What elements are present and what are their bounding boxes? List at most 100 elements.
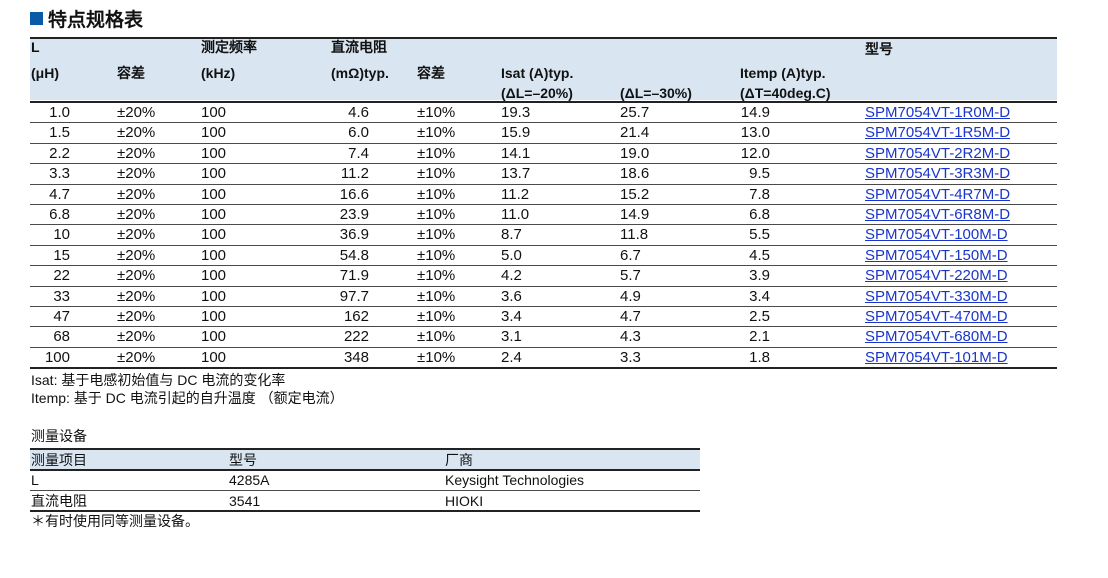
equipment-header-band [30,449,700,469]
equipment-model: 4285A [229,472,270,488]
cell-itemp: 14.9 [740,104,770,121]
cell-itemp: 9.5 [749,165,770,183]
cell-dcr: 11.2 [340,165,369,183]
cell-tolerance: ±20% [117,246,156,264]
cell-isat-30: 4.9 [620,287,641,305]
cell-tolerance: ±20% [117,348,156,366]
cell-test-freq: 100 [201,104,227,121]
cell-dcr-tolerance: ±10% [417,287,456,305]
equipment-item: 直流电阻 [31,492,87,509]
cell-tolerance: ±20% [117,287,156,305]
equipment-row-divider [30,510,700,512]
cell-test-freq: 100 [201,287,227,305]
cell-isat-20: 3.1 [501,328,522,346]
header-itemp: Itemp (A)typ. [740,65,826,81]
equipment-model: 3541 [229,492,261,509]
cell-dcr-tolerance: ±10% [417,185,456,203]
equipment-title: 测量设备 [31,428,87,444]
cell-dcr: 162 [343,308,369,325]
row-divider [30,204,1057,205]
equipment-header-model: 型号 [229,452,257,468]
part-number-link[interactable]: SPM7054VT-220M-D [865,267,1008,285]
part-number-link[interactable]: SPM7054VT-3R3M-D [865,165,1011,183]
equipment-item: L [31,472,39,488]
cell-dcr-tolerance: ±10% [417,308,456,325]
part-number-link[interactable]: SPM7054VT-1R5M-D [865,124,1011,142]
cell-dcr-tolerance: ±10% [417,348,456,366]
cell-isat-20: 3.6 [501,287,522,305]
cell-test-freq: 100 [201,124,227,142]
equipment-header-rule [30,469,700,471]
equipment-row-divider [30,489,700,491]
part-number-link[interactable]: SPM7054VT-680M-D [865,328,1008,346]
cell-inductance: 1.0 [49,104,70,121]
equipment-header-item: 测量项目 [31,452,87,468]
cell-test-freq: 100 [201,348,227,366]
part-number-link[interactable]: SPM7054VT-1R0M-D [865,104,1011,121]
cell-dcr-tolerance: ±10% [417,267,456,285]
cell-isat-20: 4.2 [501,267,522,285]
cell-isat-30: 14.9 [620,206,650,223]
part-number-link[interactable]: SPM7054VT-150M-D [865,246,1008,264]
cell-dcr-tolerance: ±10% [417,165,456,183]
cell-test-freq: 100 [201,206,227,223]
cell-itemp: 2.5 [749,308,770,325]
part-number-link[interactable]: SPM7054VT-6R8M-D [865,206,1011,223]
header-uh: (μH) [31,65,59,81]
cell-inductance: 33 [53,287,70,305]
cell-isat-30: 19.0 [620,144,650,162]
cell-dcr: 16.6 [339,185,369,203]
cell-inductance: 10 [53,226,70,244]
section-title: 特点规格表 [30,6,143,31]
cell-isat-20: 3.4 [501,308,522,325]
cell-dcr: 97.7 [339,287,369,305]
cell-itemp: 7.8 [749,185,770,203]
cell-dcr: 4.6 [348,104,369,121]
cell-test-freq: 100 [201,144,227,162]
isat-note: Isat: 基于电感初始值与 DC 电流的变化率 [31,372,286,388]
cell-isat-30: 25.7 [620,104,650,121]
spec-top-rule [30,37,1057,39]
cell-test-freq: 100 [201,267,227,285]
spec-header-rule [30,101,1057,103]
part-number-link[interactable]: SPM7054VT-470M-D [865,308,1008,325]
header-itemp-condition: (ΔT=40deg.C) [740,85,831,101]
part-number-link[interactable]: SPM7054VT-2R2M-D [865,144,1011,162]
row-divider [30,244,1057,246]
row-divider [30,183,1057,185]
header-tolerance: 容差 [117,65,145,81]
cell-isat-20: 5.0 [501,246,522,264]
equipment-header-maker: 厂商 [445,452,473,468]
part-number-link[interactable]: SPM7054VT-330M-D [865,287,1008,305]
cell-dcr-tolerance: ±10% [417,226,456,244]
cell-tolerance: ±20% [117,165,156,183]
cell-dcr-tolerance: ±10% [417,246,456,264]
cell-dcr: 23.9 [339,206,369,223]
cell-isat-20: 19.3 [501,104,531,121]
cell-itemp: 5.5 [749,226,770,244]
cell-dcr-tolerance: ±10% [417,206,456,223]
part-number-link[interactable]: SPM7054VT-100M-D [865,226,1008,244]
cell-tolerance: ±20% [117,144,156,162]
cell-tolerance: ±20% [117,226,156,244]
row-divider [30,306,1057,307]
spec-header-band [30,37,1057,100]
cell-itemp: 13.0 [740,124,770,142]
cell-inductance: 6.8 [49,206,70,223]
row-divider [30,224,1057,226]
cell-tolerance: ±20% [117,185,156,203]
cell-isat-30: 21.4 [620,124,650,142]
cell-inductance: 68 [53,328,70,346]
cell-isat-20: 11.2 [501,185,530,203]
cell-tolerance: ±20% [117,328,156,346]
row-divider [30,346,1057,348]
cell-itemp: 3.9 [749,267,770,285]
equipment-top-rule [30,448,700,450]
cell-dcr-tolerance: ±10% [417,124,456,142]
part-number-link[interactable]: SPM7054VT-4R7M-D [865,185,1011,203]
cell-isat-30: 4.7 [620,308,641,325]
part-number-link[interactable]: SPM7054VT-101M-D [865,348,1008,366]
cell-itemp: 6.8 [749,206,770,223]
cell-itemp: 1.8 [749,348,770,366]
cell-isat-30: 3.3 [620,348,641,366]
